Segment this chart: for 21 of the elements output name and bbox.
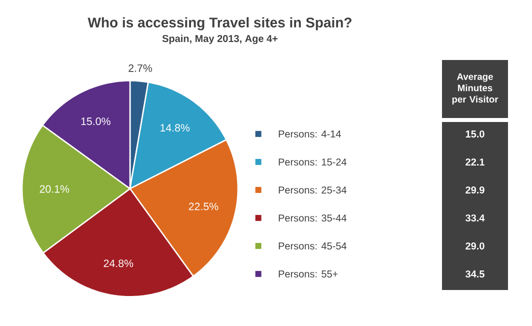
data-label: 20.1% [40, 185, 70, 193]
text: 29.0 [466, 242, 484, 250]
text: Average Minutes per Visitor [452, 73, 498, 104]
data-label: 14.8% [160, 124, 190, 132]
text: 34.5 [466, 270, 484, 278]
chart-subtitle: Spain, May 2013, Age 4+ [162, 34, 278, 44]
legend-label: Persons: 35-44 [278, 214, 346, 222]
text: 22.1 [466, 158, 484, 166]
legend-label: Persons: 25-34 [278, 186, 346, 194]
legend-label: Persons: 45-54 [278, 242, 346, 250]
data-label: 15.0% [81, 118, 110, 126]
legend-label: Persons: 55+ [278, 270, 338, 278]
text: 33.4 [466, 214, 485, 222]
text: 29.9 [466, 186, 484, 194]
data-label: 24.8% [104, 260, 134, 268]
legend-label: Persons: 15-24 [278, 158, 346, 166]
chart-title: Who is accessing Travel sites in Spain? [88, 17, 352, 30]
text: 15.0 [466, 130, 484, 138]
data-label: 22.5% [188, 202, 218, 210]
legend-label: Persons: 4-14 [278, 130, 341, 138]
data-label: 2.7% [128, 64, 152, 72]
